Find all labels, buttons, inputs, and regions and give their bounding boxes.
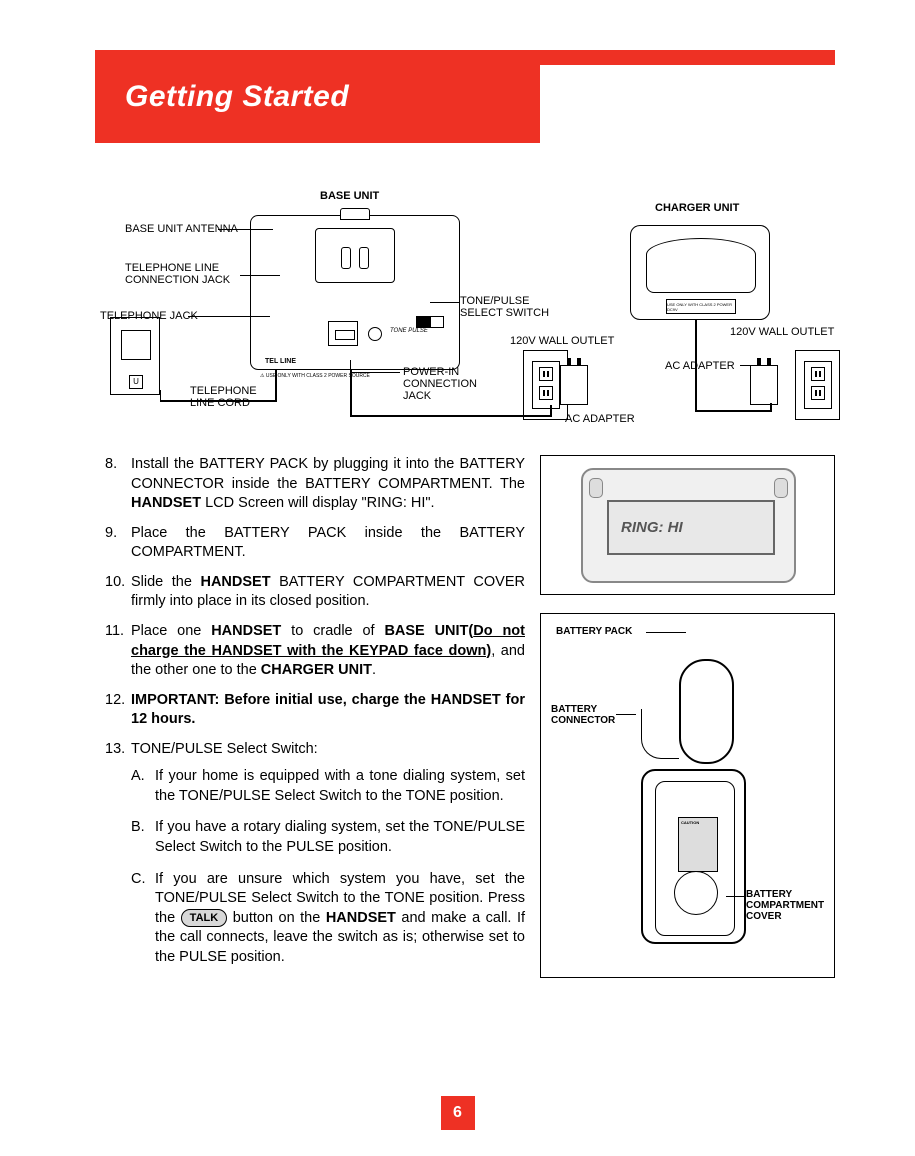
talk-button-graphic: TALK [181, 909, 228, 927]
s13c-mid: button on the [227, 910, 326, 926]
ac-adapter-2 [750, 365, 778, 405]
base-unit-box [250, 215, 460, 370]
label-batt-pack: BATTERY PACK [556, 626, 632, 637]
label-outlet-2: 120V WALL OUTLET [730, 326, 834, 338]
label-outlet-1: 120V WALL OUTLET [510, 335, 614, 347]
connection-diagram: BASE UNIT TEL LINE ⚠ USE ONLY WITH CLASS… [110, 190, 845, 420]
s11-pre: Place one [131, 623, 211, 639]
s8-pre: Install the BATTERY PACK by plugging it … [131, 456, 525, 492]
charger-plate: USE ONLY WITH CLASS 2 POWER DC9V [666, 299, 736, 314]
s13a: If your home is equipped with a tone dia… [155, 767, 525, 806]
s11-b3: CHARGER UNIT [261, 662, 372, 678]
label-adapter-1: AC ADAPTER [565, 413, 635, 425]
header-region: Getting Started [95, 50, 835, 155]
handset-back-shape: CAUTION [611, 769, 771, 949]
ac-adapter-1 [560, 365, 588, 405]
s10-bold: HANDSET [200, 574, 270, 590]
header-block: Getting Started [95, 50, 540, 143]
tone-pulse-mini: TONE PULSE [390, 328, 428, 334]
s8-post: LCD Screen will display "RING: HI". [201, 495, 435, 511]
battery-figure: BATTERY PACK BATTERY CONNECTOR CAUTION B… [540, 613, 835, 978]
label-base-unit: BASE UNIT [320, 190, 379, 202]
s13: TONE/PULSE Select Switch: [131, 741, 318, 757]
s11-b1: HANDSET [211, 623, 281, 639]
label-batt-connector: BATTERY CONNECTOR [551, 704, 615, 726]
s9: Place the BATTERY PACK inside the BATTER… [131, 524, 525, 563]
instruction-text: 8. Install the BATTERY PACK by plugging … [105, 455, 525, 989]
page-number: 6 [441, 1096, 475, 1130]
label-batt-cover: BATTERY COMPARTMENT COVER [746, 889, 824, 922]
label-tel-cord: TELEPHONE LINE CORD [190, 385, 257, 409]
charger-unit-box: USE ONLY WITH CLASS 2 POWER DC9V [630, 225, 770, 320]
s13c-bold: HANDSET [326, 910, 396, 926]
lcd-screen-text: RING: HI [607, 500, 775, 555]
s12: IMPORTANT: Before initial use, charge th… [131, 691, 525, 730]
page-number-text: 6 [453, 1104, 462, 1122]
wall-outlet-2 [795, 350, 840, 420]
header-title: Getting Started [125, 80, 349, 114]
s13b: If you have a rotary dialing system, set… [155, 818, 525, 857]
battery-pack-shape [679, 659, 734, 764]
label-tone-pulse: TONE/PULSE SELECT SWITCH [460, 295, 549, 319]
s11-mid1: to cradle of [281, 623, 384, 639]
s10-pre: Slide the [131, 574, 200, 590]
header-stripe [540, 50, 835, 65]
lcd-figure: RING: HI [540, 455, 835, 595]
phone-jack-box: U [110, 317, 160, 395]
label-antenna-bold: BASE UNIT [125, 223, 183, 235]
s8-bold: HANDSET [131, 495, 201, 511]
label-charger-unit: CHARGER UNIT [655, 202, 739, 214]
s11-b2: BASE UNIT( [384, 623, 473, 639]
label-tel-line-jack: TELEPHONE LINE CONNECTION JACK [125, 262, 230, 286]
label-power-in: POWER-IN CONNECTION JACK [403, 366, 477, 402]
right-figures: RING: HI BATTERY PACK BATTERY CONNECTOR … [540, 455, 835, 978]
label-adapter-2: AC ADAPTER [665, 360, 735, 372]
tel-line-label: TEL LINE [265, 358, 296, 365]
s11-post: . [372, 662, 376, 678]
